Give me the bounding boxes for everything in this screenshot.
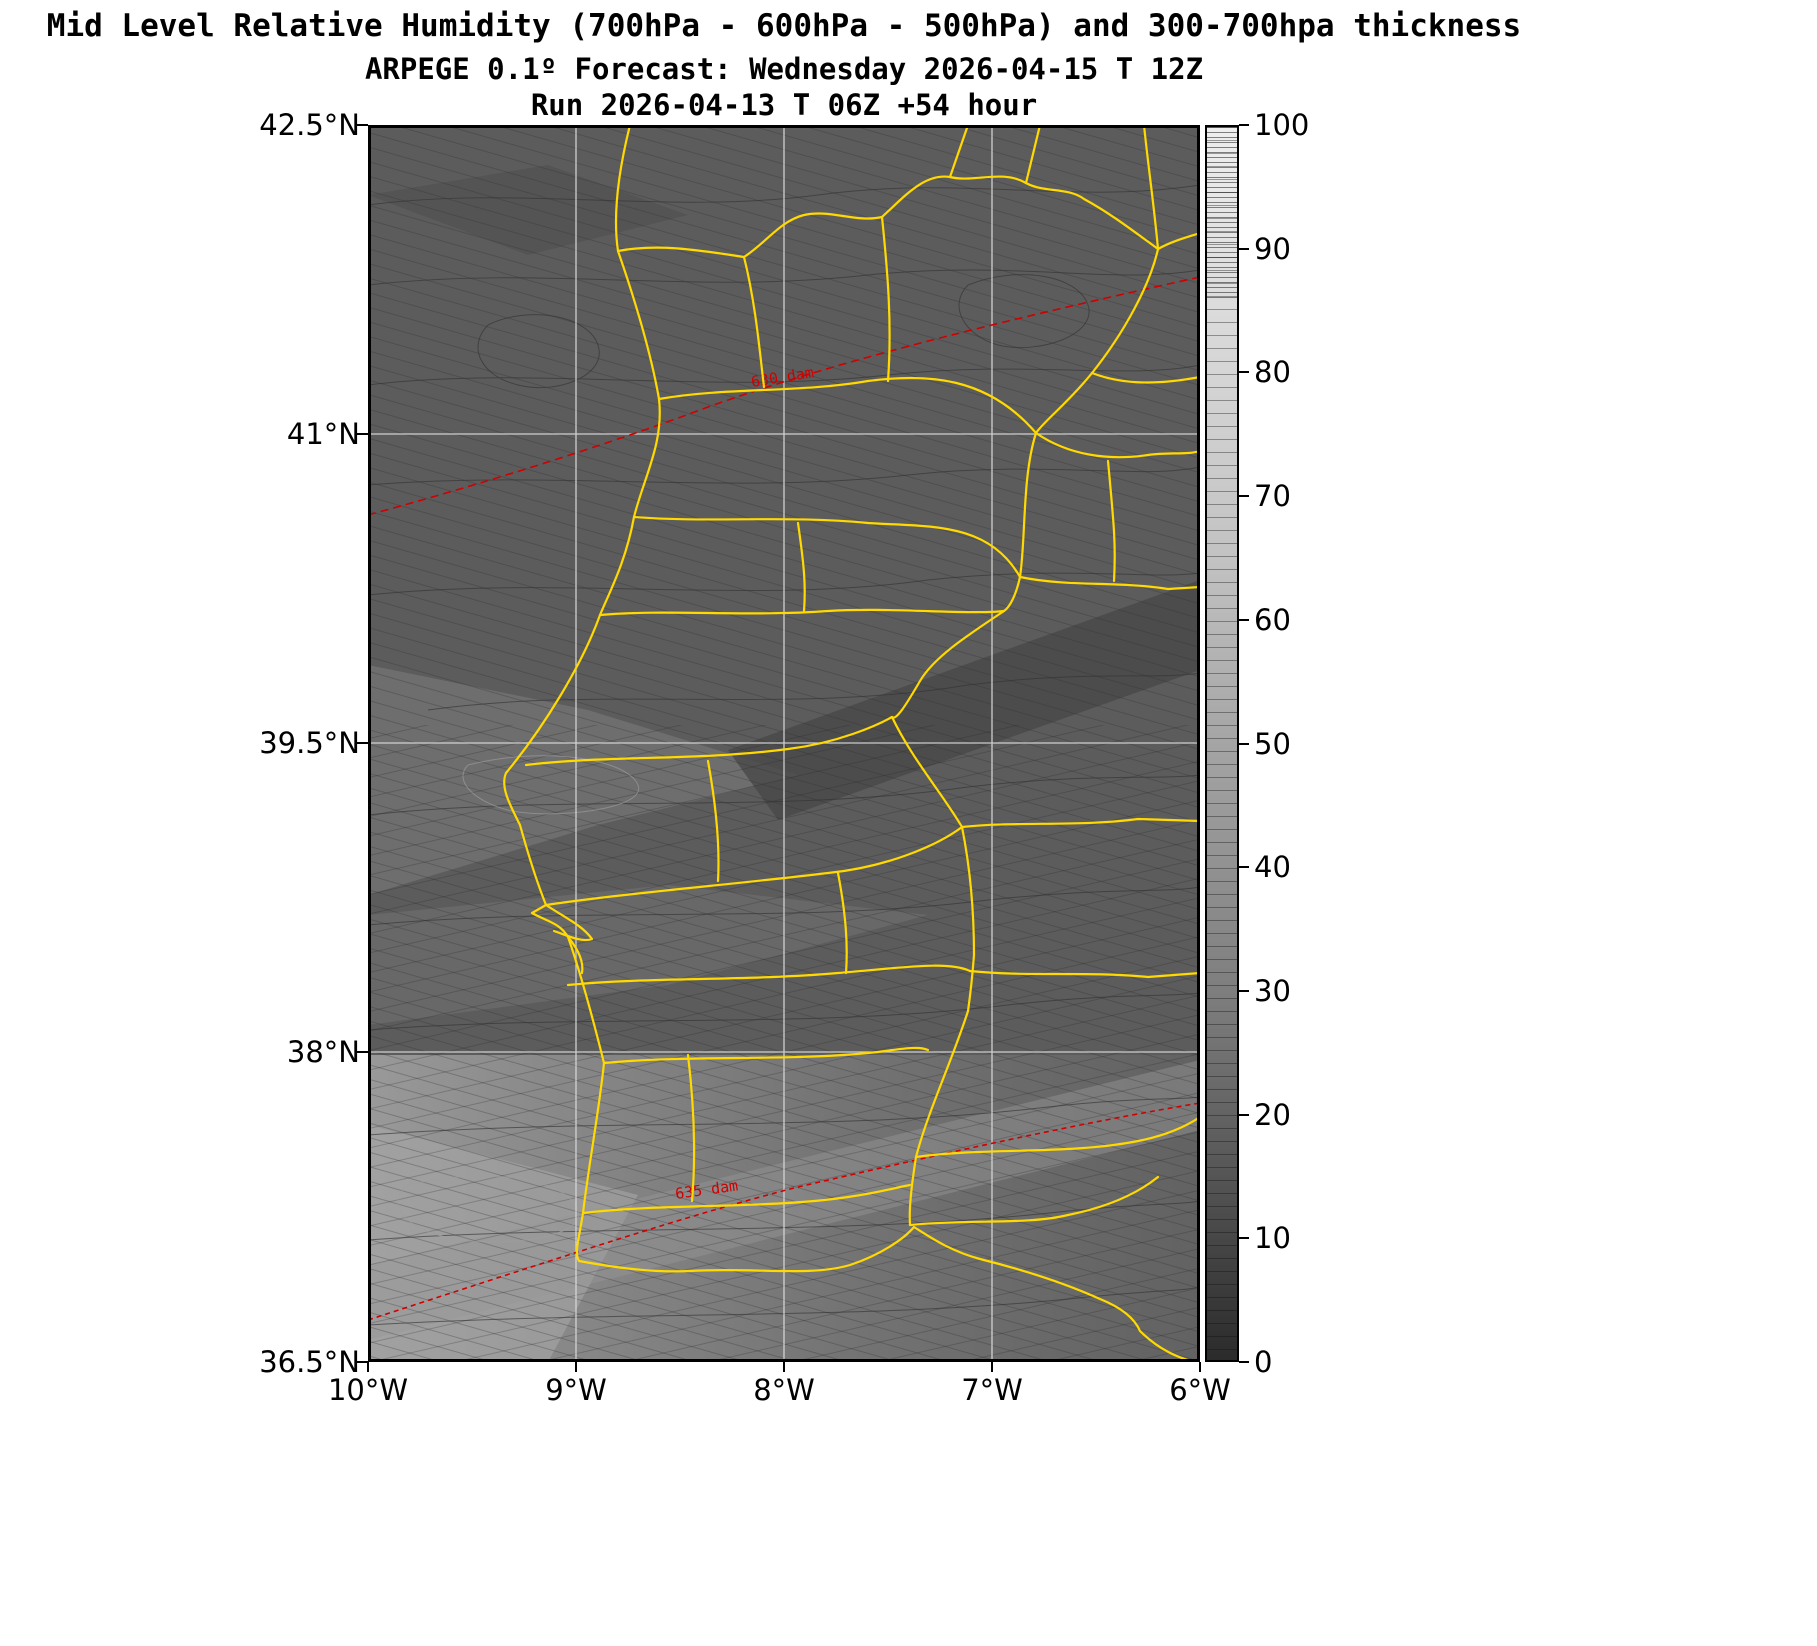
- colorbar-tick-label: 10: [1254, 1221, 1291, 1255]
- colorbar-tick-label: 80: [1254, 355, 1291, 389]
- colorbar-tick-mark: [1239, 495, 1249, 497]
- colorbar-tick-mark: [1239, 371, 1249, 373]
- x-axis-tick-label: 7°W: [961, 1373, 1023, 1407]
- x-axis-tick-mark: [1199, 1362, 1201, 1372]
- colorbar-tick-label: 60: [1254, 603, 1291, 637]
- colorbar-tick-label: 50: [1254, 727, 1291, 761]
- colorbar-tick-mark: [1239, 990, 1249, 992]
- colorbar-tick-mark: [1239, 1114, 1249, 1116]
- y-axis-tick-mark: [356, 433, 368, 435]
- y-axis-tick-mark: [356, 1051, 368, 1053]
- colorbar-tick-mark: [1239, 124, 1249, 126]
- x-axis-tick-mark: [367, 1362, 369, 1372]
- colorbar-tick-label: 100: [1254, 108, 1310, 142]
- x-axis-tick-label: 10°W: [327, 1373, 409, 1407]
- colorbar-tick-label: 40: [1254, 850, 1291, 884]
- plot-frame: [368, 125, 1200, 1362]
- y-axis-tick-label: 42.5°N: [259, 108, 360, 142]
- y-axis-tick-label: 38°N: [286, 1035, 360, 1069]
- colorbar-tick-mark: [1239, 1237, 1249, 1239]
- map-plot: 630 dam 635 dam: [368, 125, 1200, 1362]
- x-axis-tick-mark: [991, 1362, 993, 1372]
- colorbar-tick-mark: [1239, 248, 1249, 250]
- chart-run-line: Run 2026-04-13 T 06Z +54 hour: [530, 88, 1038, 122]
- x-axis-tick-label: 9°W: [545, 1373, 607, 1407]
- colorbar-tick-label: 30: [1254, 974, 1291, 1008]
- thickness-contour-635: [368, 1102, 1200, 1321]
- y-axis-tick-label: 36.5°N: [259, 1345, 360, 1379]
- thickness-contour-630: [368, 276, 1200, 516]
- chart-subtitle: ARPEGE 0.1º Forecast: Wednesday 2026-04-…: [364, 52, 1204, 86]
- colorbar-tick-mark: [1239, 619, 1249, 621]
- admin-boundaries-layer: [503, 125, 1200, 1362]
- y-axis-tick-label: 39.5°N: [259, 726, 360, 760]
- y-axis-tick-mark: [356, 742, 368, 744]
- colorbar-tick-label: 90: [1254, 232, 1291, 266]
- colorbar-tick-label: 70: [1254, 479, 1291, 513]
- colorbar-tick-mark: [1239, 866, 1249, 868]
- thickness-contours-layer: [368, 276, 1200, 1321]
- colorbar-tick-mark: [1239, 743, 1249, 745]
- gridlines-layer: [368, 125, 1200, 1362]
- colorbar-tick-mark: [1239, 1361, 1249, 1363]
- colorbar: [1205, 125, 1239, 1362]
- y-axis-tick-label: 41°N: [286, 417, 360, 451]
- x-axis-tick-label: 8°W: [753, 1373, 815, 1407]
- y-axis-tick-mark: [356, 124, 368, 126]
- chart-title: Mid Level Relative Humidity (700hPa - 60…: [46, 8, 1522, 44]
- colorbar-tick-label: 20: [1254, 1098, 1291, 1132]
- y-axis-tick-mark: [356, 1361, 368, 1363]
- colorbar-tick-label: 0: [1254, 1345, 1273, 1379]
- contour-lines-layer: [368, 184, 1200, 1326]
- x-axis-tick-mark: [783, 1362, 785, 1372]
- x-axis-tick-mark: [575, 1362, 577, 1372]
- x-axis-tick-label: 6°W: [1169, 1373, 1231, 1407]
